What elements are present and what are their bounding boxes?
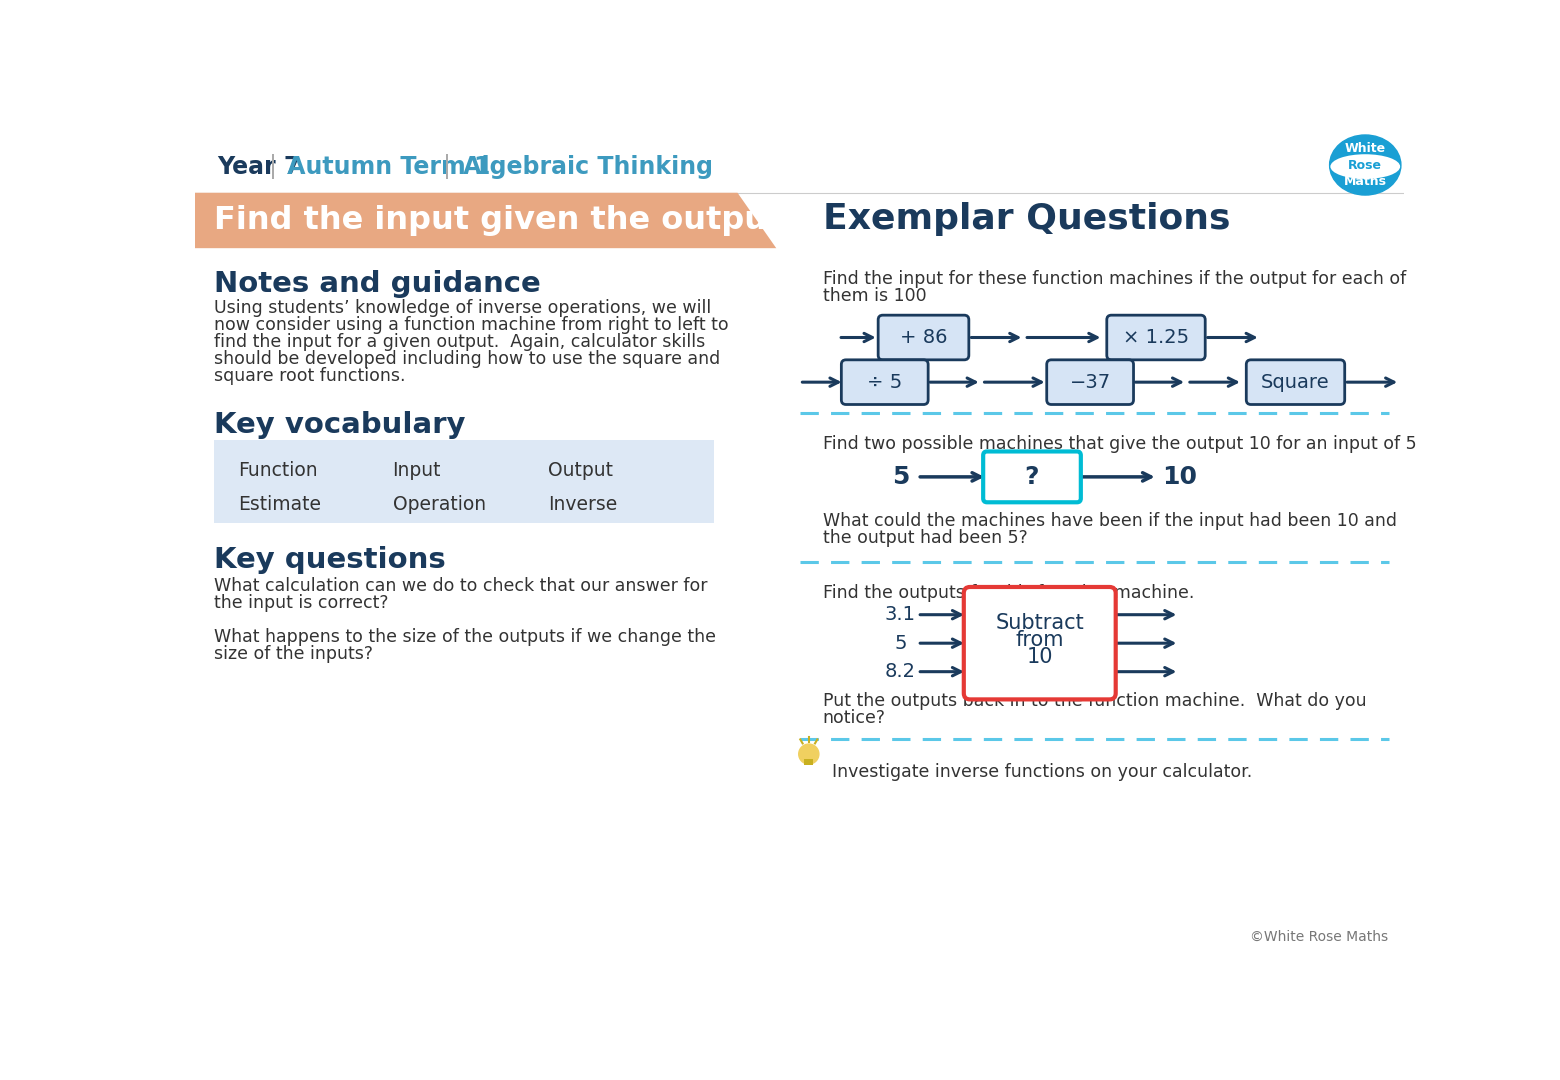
Text: Autumn Term 1: Autumn Term 1 [279, 154, 490, 178]
Text: What could the machines have been if the input had been 10 and: What could the machines have been if the… [822, 512, 1396, 529]
Text: Put the outputs back in to the function machine.  What do you: Put the outputs back in to the function … [822, 691, 1367, 710]
Text: Subtract: Subtract [995, 613, 1084, 633]
Text: Output: Output [548, 461, 613, 481]
Text: square root functions.: square root functions. [214, 367, 406, 384]
Text: now consider using a function machine from right to left to: now consider using a function machine fr… [214, 316, 729, 334]
Text: Find the input given the output: Find the input given the output [214, 205, 783, 235]
Text: Key questions: Key questions [214, 546, 446, 575]
FancyBboxPatch shape [964, 588, 1115, 700]
Text: What happens to the size of the outputs if we change the: What happens to the size of the outputs … [214, 627, 716, 646]
Text: the output had been 5?: the output had been 5? [822, 529, 1028, 548]
Text: 8.2: 8.2 [885, 662, 916, 681]
Text: |: | [268, 154, 276, 179]
FancyBboxPatch shape [1106, 315, 1206, 360]
Text: Maths: Maths [1343, 175, 1387, 188]
Ellipse shape [1331, 154, 1401, 179]
Text: Investigate inverse functions on your calculator.: Investigate inverse functions on your ca… [831, 764, 1253, 781]
FancyBboxPatch shape [841, 360, 928, 405]
Text: ÷ 5: ÷ 5 [867, 373, 902, 392]
Text: |: | [443, 154, 451, 179]
Text: Using students’ knowledge of inverse operations, we will: Using students’ knowledge of inverse ope… [214, 299, 711, 318]
Text: Function: Function [237, 461, 317, 481]
Text: Inverse: Inverse [548, 496, 616, 514]
Text: them is 100: them is 100 [822, 287, 927, 306]
Text: size of the inputs?: size of the inputs? [214, 645, 373, 663]
Text: notice?: notice? [822, 710, 886, 728]
Text: 3.1: 3.1 [885, 605, 916, 624]
Text: find the input for a given output.  Again, calculator skills: find the input for a given output. Again… [214, 333, 705, 351]
Text: What calculation can we do to check that our answer for: What calculation can we do to check that… [214, 577, 708, 595]
Text: 10: 10 [1162, 464, 1197, 489]
Circle shape [799, 744, 819, 764]
FancyBboxPatch shape [214, 440, 714, 523]
Text: Find two possible machines that give the output 10 for an input of 5: Find two possible machines that give the… [822, 434, 1416, 453]
Polygon shape [195, 192, 777, 248]
Text: ?: ? [1025, 464, 1039, 489]
FancyBboxPatch shape [1246, 360, 1345, 405]
Text: White: White [1345, 141, 1385, 154]
Ellipse shape [1329, 135, 1401, 195]
Text: should be developed including how to use the square and: should be developed including how to use… [214, 350, 721, 368]
FancyBboxPatch shape [878, 315, 969, 360]
Text: Estimate: Estimate [237, 496, 321, 514]
Text: −37: −37 [1070, 373, 1111, 392]
Text: Find the input for these function machines if the output for each of: Find the input for these function machin… [822, 270, 1406, 287]
Text: × 1.25: × 1.25 [1123, 328, 1189, 347]
Text: Rose: Rose [1348, 159, 1382, 173]
FancyBboxPatch shape [1047, 360, 1134, 405]
Text: Input: Input [393, 461, 441, 481]
Text: Key vocabulary: Key vocabulary [214, 410, 466, 438]
FancyBboxPatch shape [803, 758, 813, 765]
Text: + 86: + 86 [900, 328, 947, 347]
Text: Exemplar Questions: Exemplar Questions [822, 202, 1231, 235]
Text: Operation: Operation [393, 496, 485, 514]
Text: the input is correct?: the input is correct? [214, 594, 388, 612]
Text: Square: Square [1260, 373, 1329, 392]
Text: 10: 10 [1026, 647, 1053, 667]
Text: ©White Rose Maths: ©White Rose Maths [1251, 930, 1388, 944]
Text: from: from [1016, 630, 1064, 650]
Text: Algebraic Thinking: Algebraic Thinking [454, 154, 713, 178]
Text: 5: 5 [892, 464, 909, 489]
FancyBboxPatch shape [983, 451, 1081, 502]
Text: 5: 5 [894, 634, 906, 652]
Text: Find the outputs for this function machine.: Find the outputs for this function machi… [822, 584, 1193, 602]
Text: Notes and guidance: Notes and guidance [214, 270, 541, 298]
Text: Year 7: Year 7 [217, 154, 300, 178]
